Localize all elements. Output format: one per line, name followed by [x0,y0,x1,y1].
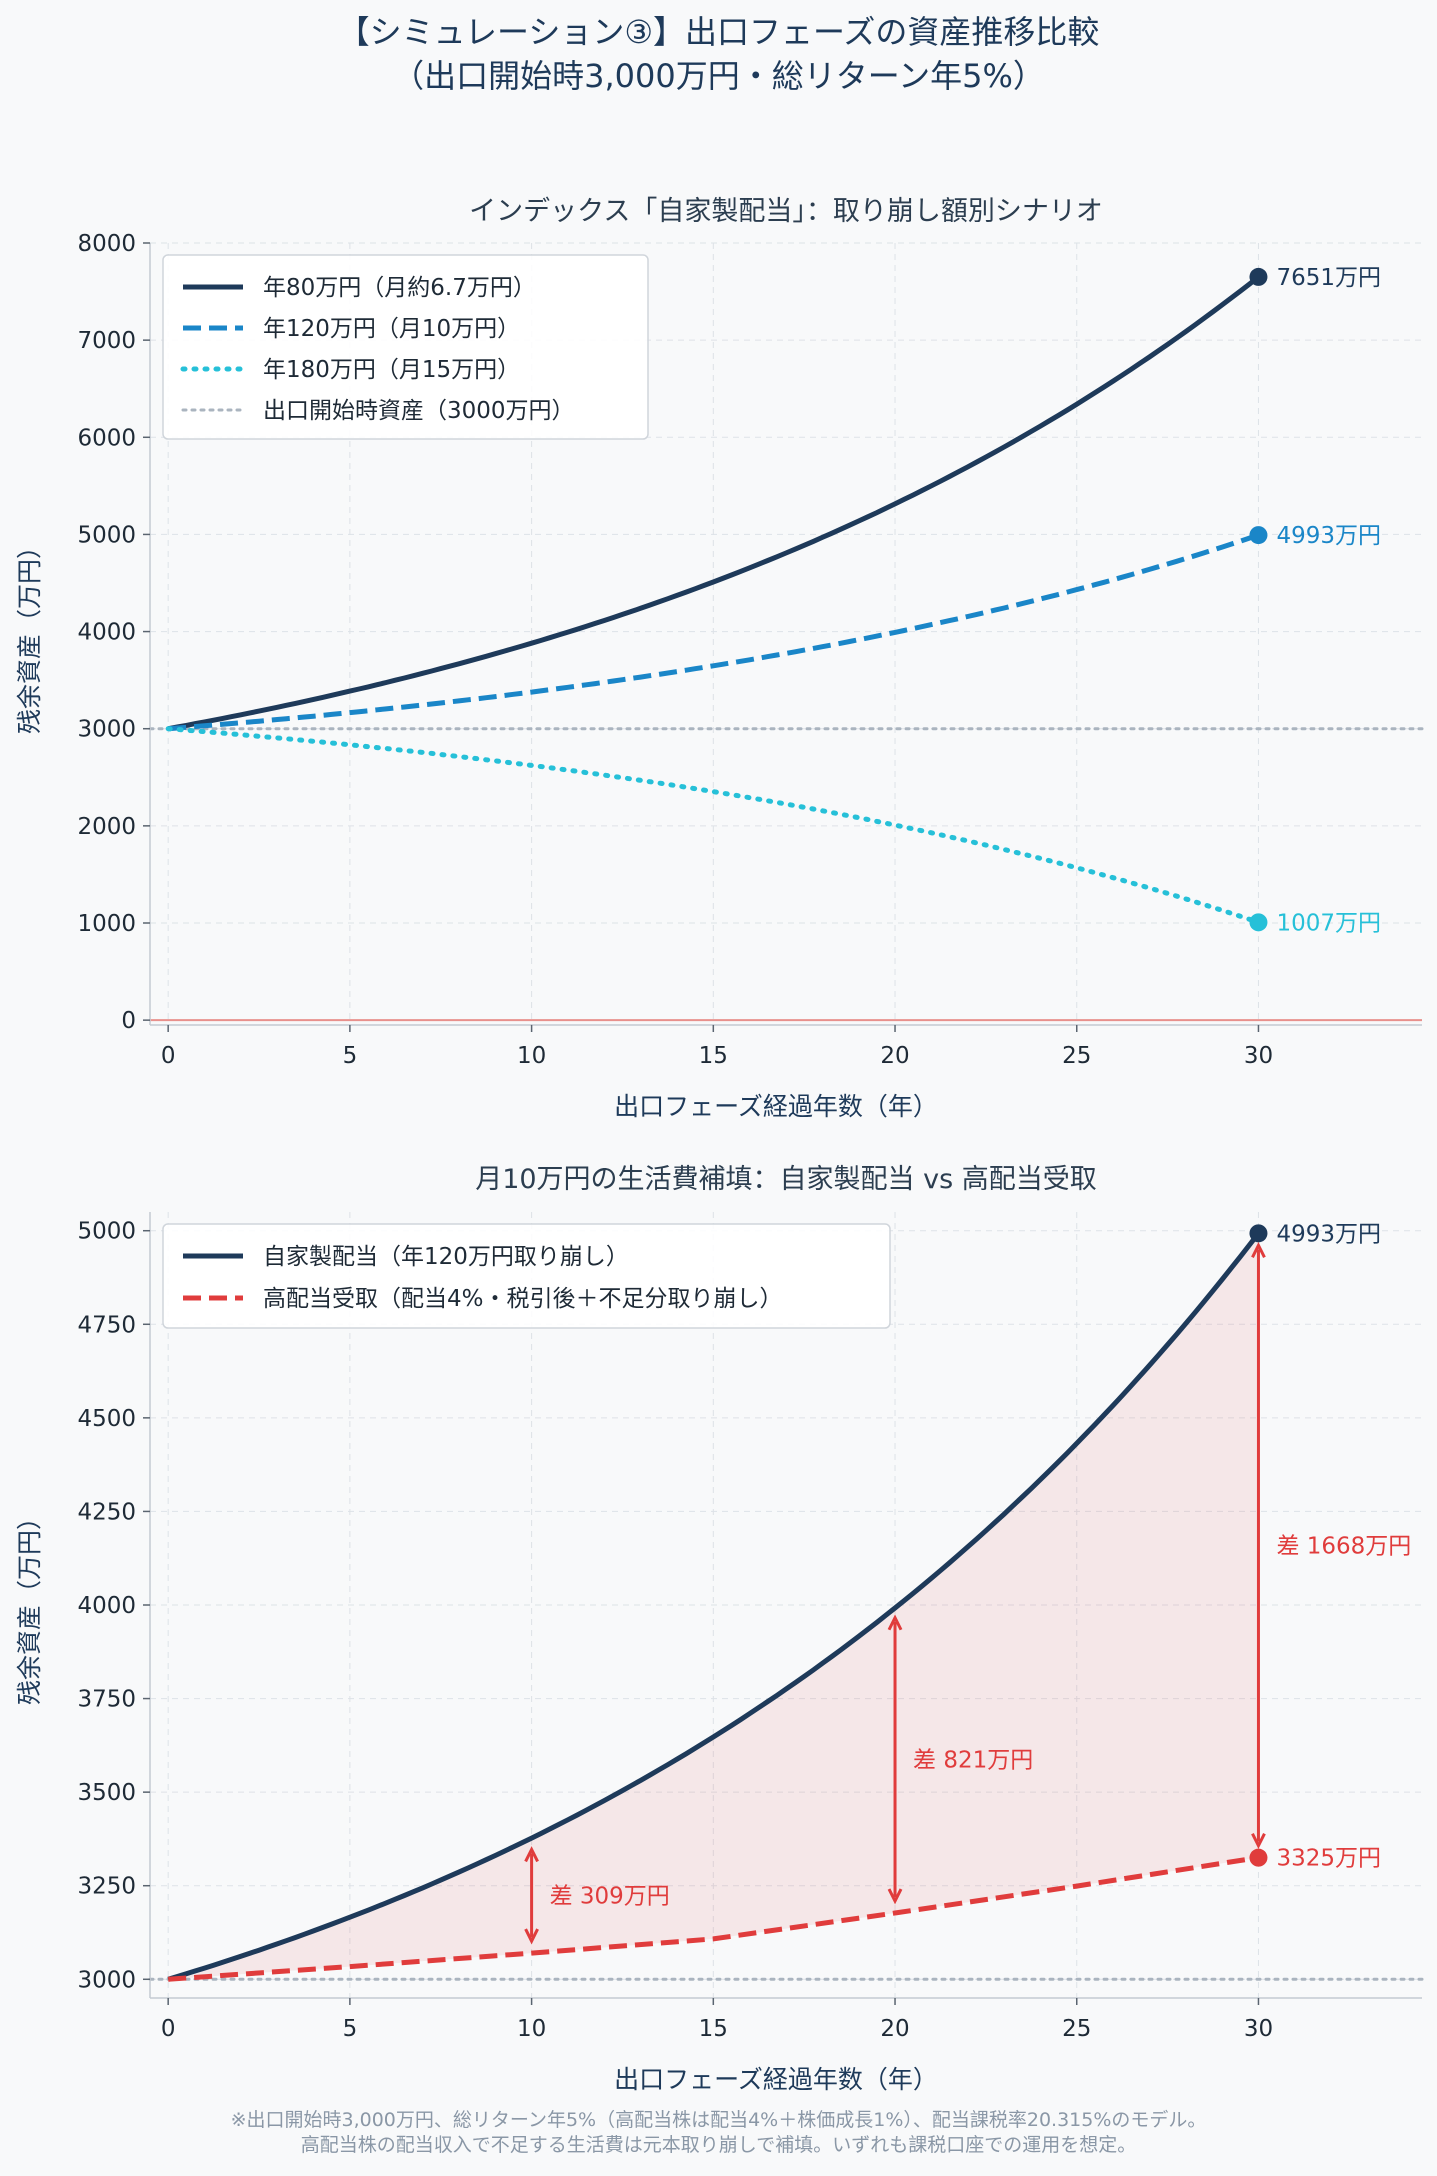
legend-box [162,254,649,440]
y-tick-label: 2000 [77,814,136,840]
figure-title-line1: 【シミュレーション③】出口フェーズの資産推移比較 [337,13,1100,51]
x-tick-label: 20 [880,2016,909,2042]
diff-arrow-head-bottom [887,1888,903,1905]
y-tick-label: 6000 [77,425,136,451]
diff-annotation-label-2: 差 821万円 [913,1747,1033,1773]
series-end-point-1 [1249,267,1268,286]
series-line-2 [168,1855,1259,1982]
figure-title: 【シミュレーション③】出口フェーズの資産推移比較 （出口開始時3,000万円・総… [0,10,1437,98]
y-tick-label: 4500 [77,1406,136,1432]
diff-annotation-label-3: 差 1668万円 [1276,1533,1411,1559]
legend-label-1: 自家製配当（年120万円取り崩し） [263,1244,629,1270]
y-tick-label: 3000 [77,1967,136,1993]
diff-arrow-head-top [1251,1241,1266,1259]
legend-label-3: 年180万円（月15万円） [263,357,520,383]
x-tick-label: 5 [343,1043,358,1069]
x-axis-label: 出口フェーズ経過年数（年） [614,2065,938,2094]
y-tick-label: 3000 [77,717,136,743]
x-tick-label: 0 [161,2016,176,2042]
legend-label-2: 高配当受取（配当4%・税引後＋不足分取り崩し） [263,1286,783,1312]
y-tick-label: 5000 [77,1219,136,1245]
x-tick-label: 20 [880,1043,909,1069]
series-end-label-2: 3325万円 [1276,1846,1381,1872]
series-end-label-2: 4993万円 [1276,523,1381,549]
y-tick-label: 3750 [77,1687,136,1713]
series-end-label-3: 1007万円 [1276,910,1381,936]
diff-arrow-head-top [524,1846,539,1863]
x-tick-label: 10 [517,1043,546,1069]
x-tick-label: 25 [1062,1043,1091,1069]
figure-title-line2: （出口開始時3,000万円・総リターン年5%） [392,57,1045,95]
y-tick-label: 0 [121,1008,136,1034]
y-tick-label: 8000 [77,231,136,257]
series-line-2 [168,532,1260,732]
series-line-1 [167,1231,1261,1982]
series-end-point-1 [1249,1224,1268,1243]
y-tick-label: 7000 [77,328,136,354]
y-tick-label: 1000 [77,911,136,937]
x-tick-label: 5 [343,2016,358,2042]
shaded-gap-area [168,1233,1259,1980]
x-tick-label: 15 [699,1043,728,1069]
panel-title: インデックス「自家製配当」：取り崩し額別シナリオ [469,196,1103,227]
y-axis-label: 残余資産（万円） [15,1505,44,1705]
x-tick-label: 30 [1244,2016,1273,2042]
y-tick-label: 4750 [77,1312,136,1338]
series-end-point-2 [1249,526,1268,545]
y-tick-label: 4000 [77,620,136,646]
legend-box [162,1223,891,1329]
series-end-point-3 [1249,913,1268,932]
legend-label-4: 出口開始時資産（3000万円） [263,398,575,424]
x-tick-label: 10 [517,2016,546,2042]
diff-arrow-head-top [887,1614,903,1631]
series-line-3 [165,726,1261,925]
chart-panel-1: 7651万円 4993万円 1007万円 0 5 10 15 20 25 30 0 1000 2000 3… [15,196,1424,1121]
footnote: ※出口開始時3,000万円、総リターン年5%（高配当株は配当4%＋株価成長1%）… [0,2108,1437,2158]
x-tick-label: 30 [1244,1043,1273,1069]
legend: 自家製配当（年120万円取り崩し） 高配当受取（配当4%・税引後＋不足分取り崩し） [162,1223,891,1329]
diff-annotation-label-1: 差 309万円 [550,1883,670,1909]
legend-label-2: 年120万円（月10万円） [263,316,520,342]
x-tick-label: 0 [161,1043,176,1069]
series-line-1 [167,274,1261,732]
series-end-label-1: 4993万円 [1276,1221,1381,1247]
series-end-point-2 [1249,1848,1268,1867]
legend: 年80万円（月約6.7万円） 年120万円（月10万円） 年180万円（月15万円）… [162,254,649,440]
x-tick-label: 15 [699,2016,728,2042]
diff-arrow-head-bottom [524,1928,539,1945]
y-tick-label: 3250 [77,1874,136,1900]
panel-title: 月10万円の生活費補填：自家製配当 vs 高配当受取 [475,1164,1097,1195]
y-axis-label: 残余資産（万円） [15,534,44,734]
y-tick-label: 4250 [77,1499,136,1525]
y-tick-label: 3500 [77,1780,136,1806]
series-end-label-1: 7651万円 [1276,265,1381,291]
footnote-line2: 高配当株の配当収入で不足する生活費は元本取り崩しで補填。いずれも課税口座での運用… [300,2134,1137,2156]
y-tick-label: 4000 [77,1593,136,1619]
y-tick-label: 5000 [77,522,136,548]
x-tick-label: 25 [1062,2016,1091,2042]
x-axis-label: 出口フェーズ経過年数（年） [614,1092,938,1121]
footnote-line1: ※出口開始時3,000万円、総リターン年5%（高配当株は配当4%＋株価成長1%）… [230,2109,1207,2131]
diff-arrow-head-bottom [1251,1832,1266,1849]
legend-label-1: 年80万円（月約6.7万円） [263,275,536,301]
